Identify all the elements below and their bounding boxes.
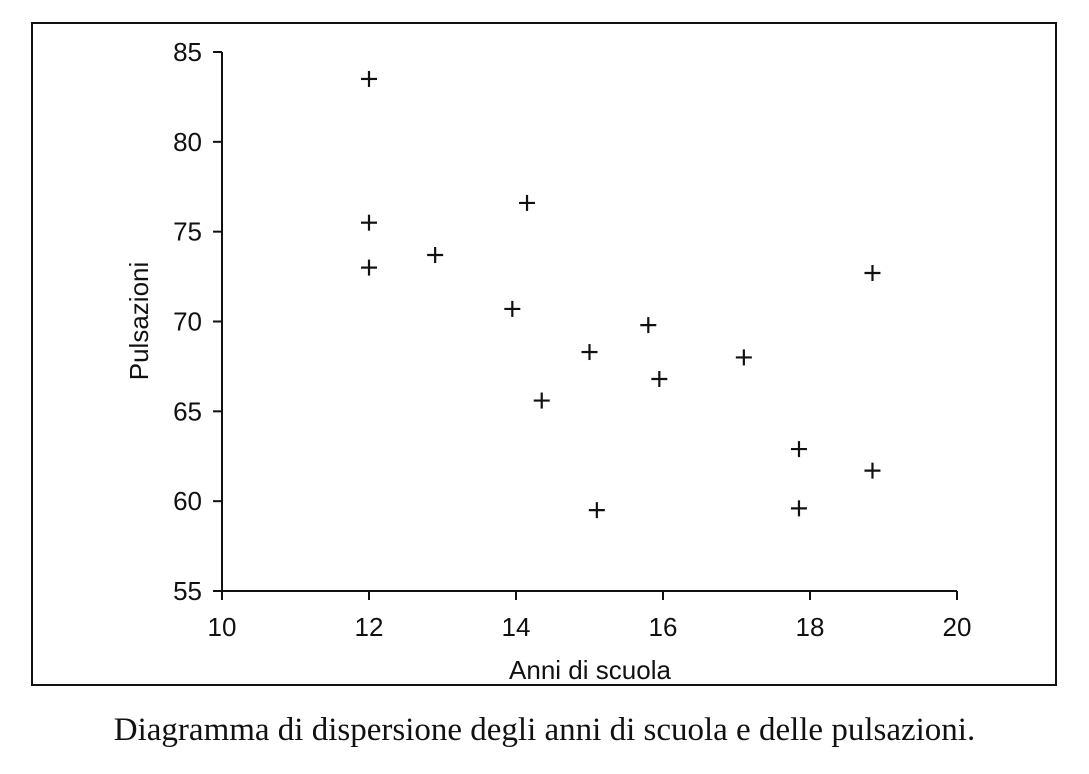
- data-point: [651, 370, 668, 387]
- data-point: [361, 214, 377, 231]
- y-tick-label: 65: [173, 396, 202, 426]
- chart-frame: [31, 22, 1057, 686]
- data-point: [533, 392, 550, 409]
- data-point: [581, 344, 598, 361]
- data-point: [735, 349, 752, 366]
- x-tick-label: 20: [943, 612, 972, 642]
- data-point: [790, 500, 807, 517]
- x-tick-label: 14: [502, 612, 531, 642]
- x-tick-label: 16: [649, 612, 678, 642]
- data-point: [790, 441, 807, 458]
- y-tick-label: 60: [173, 486, 202, 516]
- data-point: [640, 317, 657, 334]
- data-points: [361, 70, 881, 519]
- data-point: [864, 264, 881, 281]
- y-tick-label: 75: [173, 217, 202, 247]
- x-axis-title: Anni di scuola: [509, 655, 671, 685]
- x-tick-label: 12: [355, 612, 384, 642]
- y-tick-label: 85: [173, 37, 202, 67]
- y-tick-label: 80: [173, 127, 202, 157]
- data-point: [361, 70, 377, 87]
- y-tick-label: 55: [173, 576, 202, 606]
- x-tick-label: 18: [796, 612, 825, 642]
- scatter-plot: 10 12 14 16 18 20 55 60 65 70 75 80 85 Anni di scuol…: [124, 37, 971, 685]
- figure-caption: Diagramma di dispersione degli anni di s…: [113, 712, 976, 748]
- y-tick-label: 70: [173, 307, 202, 337]
- data-point: [504, 300, 521, 317]
- data-point: [361, 259, 377, 276]
- x-tick-label: 10: [208, 612, 237, 642]
- y-axis-title: Pulsazioni: [124, 262, 154, 381]
- data-point: [588, 502, 605, 519]
- data-point: [519, 194, 536, 211]
- data-point: [864, 462, 881, 479]
- ticks: 10 12 14 16 18 20 55 60 65 70 75 80 85: [173, 37, 971, 642]
- data-point: [427, 247, 444, 264]
